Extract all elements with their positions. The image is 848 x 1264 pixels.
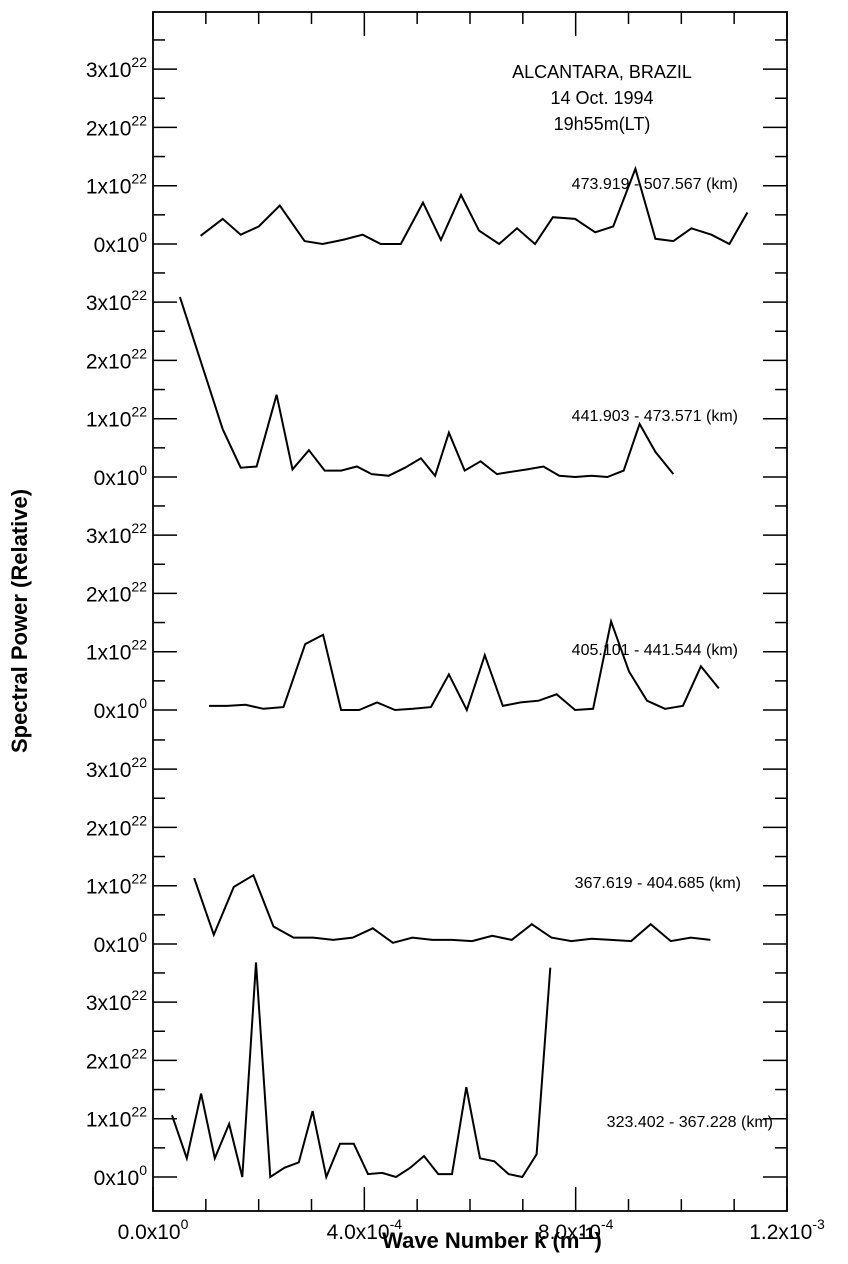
y-tick-label: 3x1022 xyxy=(86,754,147,782)
x-tick-label: 0.0x100 xyxy=(118,1216,189,1244)
y-tick-label: 1x1022 xyxy=(86,871,147,899)
y-tick-label: 3x1022 xyxy=(86,987,147,1015)
annotation-line-1: ALCANTARA, BRAZIL xyxy=(512,62,692,82)
y-tick-label: 0x100 xyxy=(94,229,148,257)
series-label-2: 441.903 - 473.571 (km) xyxy=(572,408,738,425)
axis-ticks xyxy=(152,12,788,1211)
series-line-3 xyxy=(209,617,720,713)
x-axis-title: Wave Number k (m-1) xyxy=(382,1224,602,1253)
annotation-line-3: 19h55m(LT) xyxy=(554,114,651,134)
series-label-3: 405.101 - 441.544 (km) xyxy=(572,642,738,659)
series-label-4: 367.619 - 404.685 (km) xyxy=(575,875,741,892)
y-tick-label: 2x1022 xyxy=(86,812,147,840)
y-tick-label: 3x1022 xyxy=(86,520,147,548)
site-annotation: ALCANTARA, BRAZIL 14 Oct. 1994 19h55m(LT… xyxy=(512,62,692,134)
series-line-4 xyxy=(193,873,711,944)
y-tick-label: 1x1022 xyxy=(86,404,147,432)
series-label-5: 323.402 - 367.228 (km) xyxy=(607,1114,773,1131)
x-axis-title-exponent: -1 xyxy=(579,1224,594,1243)
y-tick-label: 2x1022 xyxy=(86,112,147,140)
x-tick-label: 4.0x10-4 xyxy=(327,1216,403,1244)
series-line-1 xyxy=(199,165,749,246)
y-tick-label: 2x1022 xyxy=(86,345,147,373)
series-label-1: 473.919 - 507.567 (km) xyxy=(572,176,738,193)
series-line-2 xyxy=(178,296,675,479)
x-axis-title-text: Wave Number k (m xyxy=(382,1228,579,1253)
x-tick-labels: 0.0x100 4.0x10-4 8.0x10-4 1.2x10-3 xyxy=(118,1216,825,1244)
series-labels: 473.919 - 507.567 (km) 441.903 - 473.571 … xyxy=(572,176,773,1131)
series-line-5 xyxy=(171,962,552,1181)
y-tick-label: 0x100 xyxy=(94,1162,148,1190)
y-tick-labels: 0x100 1x1022 2x1022 3x1022 0x100 1x1022 2x1022… xyxy=(86,54,147,1190)
y-tick-label: 2x1022 xyxy=(86,1045,147,1073)
y-tick-label: 1x1022 xyxy=(86,171,147,199)
y-axis-title: Spectral Power (Relative) xyxy=(7,489,32,753)
y-tick-label: 1x1022 xyxy=(86,637,147,665)
x-tick-label: 1.2x10-3 xyxy=(749,1216,825,1244)
y-tick-label: 1x1022 xyxy=(86,1104,147,1132)
x-tick-label: 8.0x10-4 xyxy=(538,1216,614,1244)
annotation-line-2: 14 Oct. 1994 xyxy=(550,88,653,108)
y-tick-label: 0x100 xyxy=(94,462,148,490)
y-tick-label: 3x1022 xyxy=(86,287,147,315)
x-axis-title-close: ) xyxy=(595,1228,602,1253)
y-tick-label: 0x100 xyxy=(94,929,148,957)
y-tick-label: 3x1022 xyxy=(86,54,147,82)
y-tick-label: 0x100 xyxy=(94,695,148,723)
y-tick-label: 2x1022 xyxy=(86,578,147,606)
series-lines xyxy=(171,165,749,1181)
